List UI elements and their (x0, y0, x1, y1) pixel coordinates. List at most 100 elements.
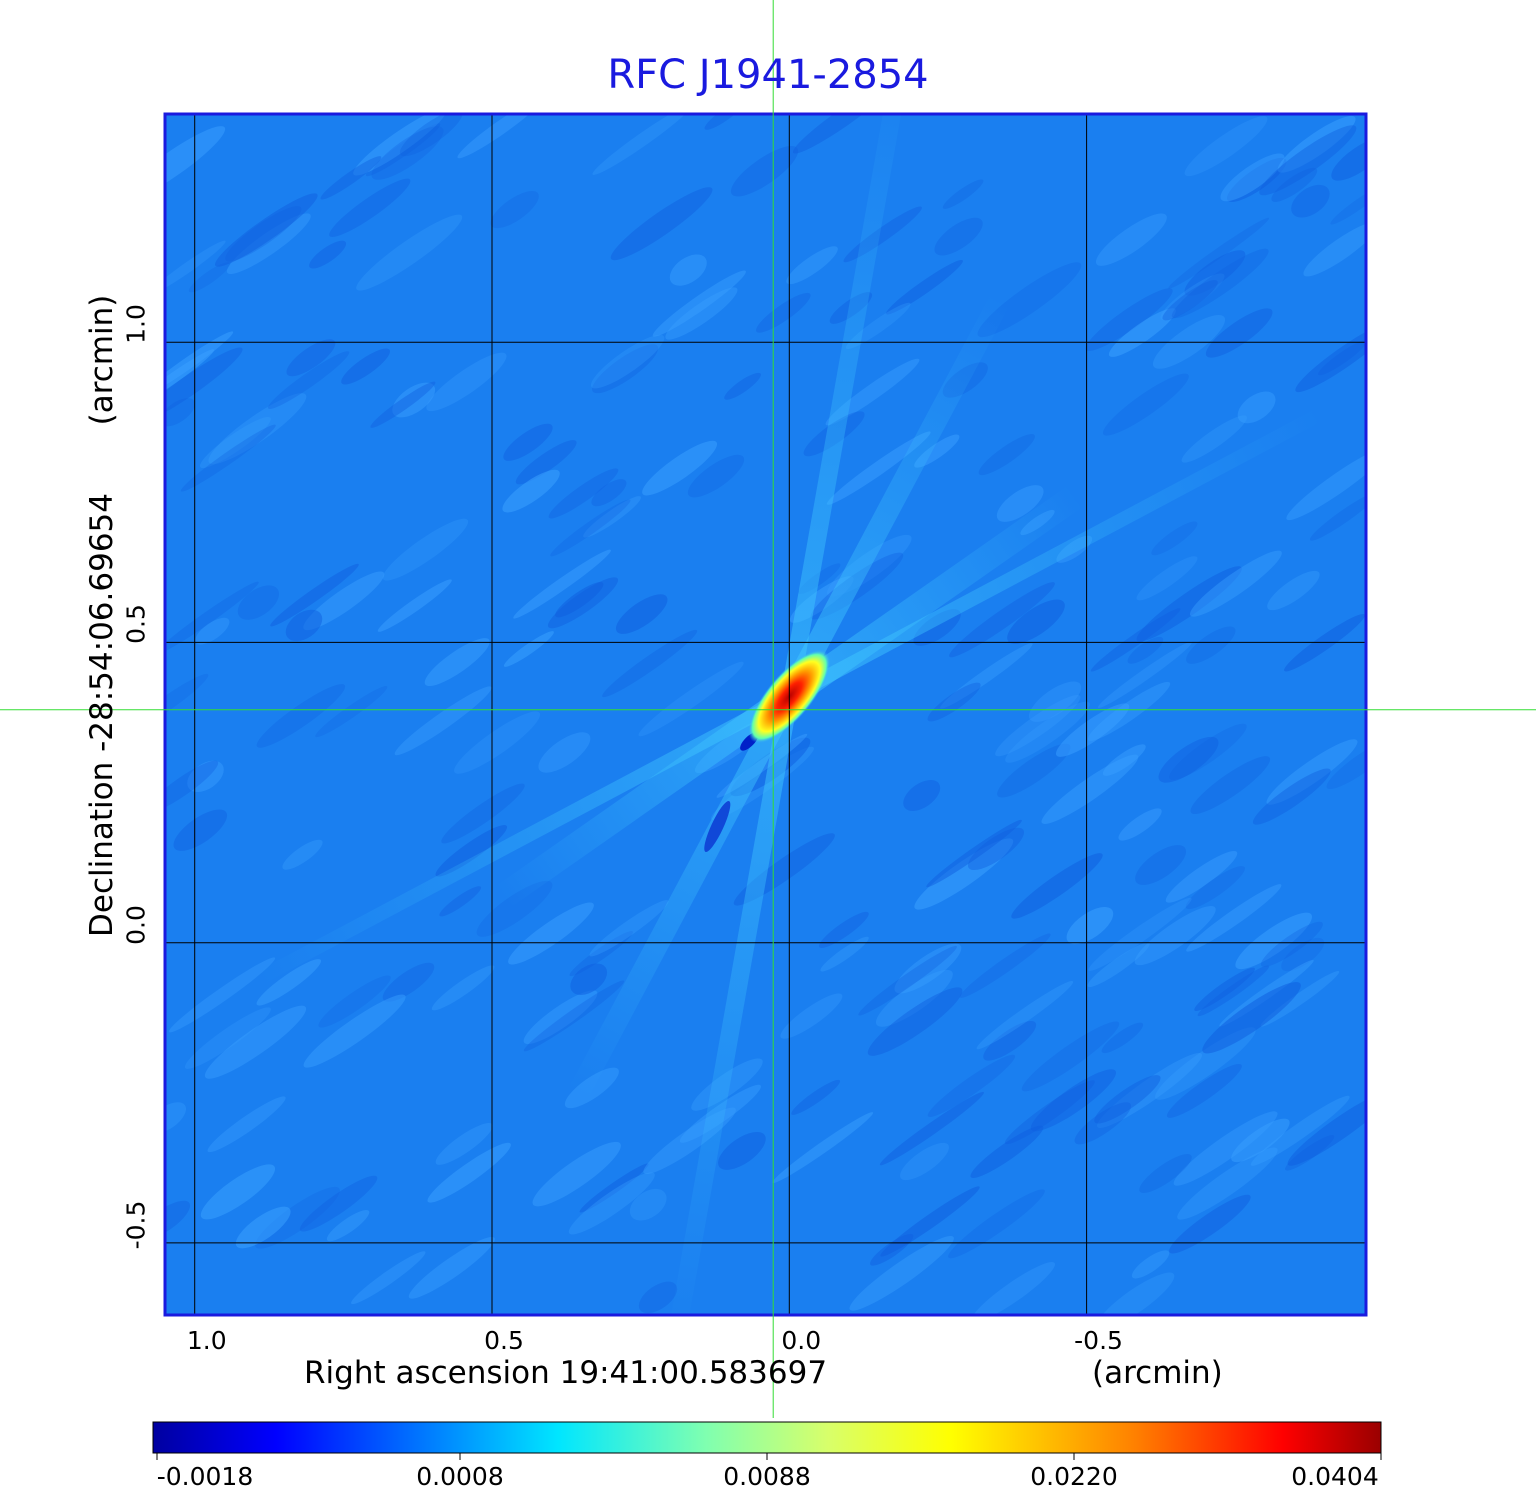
noise-blob (173, 809, 228, 851)
noise-blob (1166, 1063, 1242, 1118)
noise-blob (1202, 982, 1301, 1054)
x-tick-label: 1.0 (186, 1326, 227, 1355)
noise-blob (208, 393, 307, 465)
noise-blob (408, 1236, 495, 1299)
noise-blob (949, 582, 1055, 658)
noise-blob (199, 416, 271, 469)
noise-blob (299, 1175, 378, 1232)
noise-blob (1190, 756, 1271, 815)
noise-blob (669, 254, 707, 286)
noise-blob (780, 993, 843, 1039)
noise-blob (1173, 1111, 1278, 1186)
noise-blob (457, 114, 543, 159)
noise-blob (983, 1020, 1037, 1061)
noise-blob (642, 440, 718, 496)
noise-blob (1168, 217, 1270, 289)
noise-blob (1177, 1147, 1278, 1220)
noise-blob (165, 581, 259, 655)
noise-blob (977, 262, 1082, 338)
noise-blob (356, 214, 463, 291)
noise-blob (1260, 970, 1340, 1027)
noise-blob (602, 629, 698, 698)
noise-blob (341, 348, 390, 385)
noise-blob (867, 987, 963, 1056)
noise-blob (1169, 1194, 1251, 1254)
noise-blob (1295, 321, 1366, 393)
x-axis-label: Right ascension 19:41:00.583697 (304, 1355, 828, 1391)
noise-blob (792, 114, 894, 154)
noise-blob (237, 585, 280, 620)
noise-blob (326, 1209, 370, 1242)
noise-blob (256, 959, 322, 1006)
noise-blob (820, 936, 869, 972)
noise-blob (454, 711, 541, 774)
noise-blob (638, 661, 744, 737)
noise-blob (1158, 736, 1219, 783)
noise-blob (900, 1142, 949, 1181)
noise-blob (638, 1281, 678, 1314)
noise-blob (1326, 739, 1366, 790)
noise-blob (1185, 866, 1245, 910)
noise-blob (858, 945, 957, 1016)
noise-blob (382, 962, 435, 1002)
noise-blob (1286, 447, 1366, 521)
noise-blob (256, 684, 346, 748)
noise-blob (394, 686, 492, 756)
noise-blob (1197, 965, 1270, 1017)
noise-blob (927, 1054, 1016, 1118)
colorbar-tick-label: 0.0404 (1291, 1462, 1379, 1491)
noise-blob (285, 609, 323, 642)
noise-blob (1074, 1102, 1132, 1145)
noise-blob (515, 440, 577, 485)
noise-blob (441, 783, 525, 844)
noise-blob (583, 496, 641, 538)
noise-blob (1266, 739, 1358, 805)
noise-blob (1309, 491, 1366, 541)
noise-blob (914, 838, 1014, 910)
noise-blob (926, 819, 1022, 888)
noise-blob (591, 479, 627, 507)
noise-blob (165, 126, 226, 202)
noise-blob (1030, 1069, 1117, 1132)
noise-blob (1189, 550, 1282, 617)
noise-blob (970, 1125, 1044, 1178)
noise-blob (165, 331, 234, 398)
noise-blob (1186, 626, 1236, 664)
noise-blob (1096, 1272, 1175, 1315)
y-tick-label: 0.5 (121, 604, 151, 645)
noise-blob (165, 398, 196, 427)
noise-blob (579, 1163, 649, 1213)
noise-blob (1131, 1250, 1170, 1279)
noise-blob (615, 594, 668, 634)
noise-blob (165, 1102, 187, 1134)
noise-blob (1011, 853, 1103, 919)
noise-blob (1118, 808, 1162, 841)
noise-blob (548, 468, 619, 519)
noise-blob (629, 1188, 667, 1221)
noise-blob (875, 969, 953, 1027)
noise-blob (1160, 273, 1225, 321)
noise-blob (610, 187, 713, 261)
noise-blob (1171, 248, 1269, 319)
noise-blob (996, 485, 1044, 522)
noise-blob (1281, 937, 1325, 972)
noise-texture (165, 114, 1366, 1315)
colorbar-tick-label: 0.0008 (416, 1462, 504, 1491)
noise-blob (315, 686, 388, 738)
noise-blob (1066, 907, 1114, 945)
noise-blob (1237, 391, 1276, 424)
noise-blob (1139, 1154, 1192, 1193)
noise-blob (184, 1007, 271, 1069)
colorbar-ticks (156, 1453, 1382, 1460)
noise-blob (995, 694, 1081, 757)
noise-blob (392, 382, 436, 418)
noise-blob (1155, 1027, 1256, 1100)
noise-blob (1102, 373, 1189, 436)
noise-blob (1088, 897, 1192, 971)
noise-blob (592, 344, 659, 394)
colorbar-tick-label: 0.0088 (723, 1462, 811, 1491)
crosshair (0, 0, 1536, 1418)
noise-blob (1259, 125, 1357, 196)
noise-blob (1271, 167, 1318, 202)
noise-blob (718, 1131, 766, 1170)
